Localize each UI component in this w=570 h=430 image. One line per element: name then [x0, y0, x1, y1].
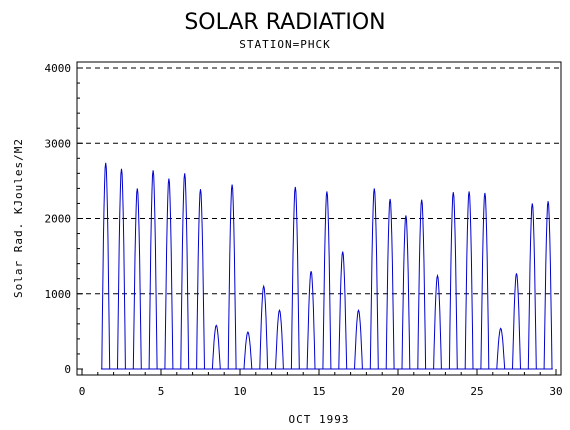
day-curve-7 — [196, 189, 205, 370]
x-tick-label: 0 — [79, 385, 86, 398]
day-curve-20 — [401, 215, 411, 370]
day-curve-29 — [543, 201, 553, 370]
x-axis: 0 5 10 15 20 25 30 — [79, 369, 563, 398]
day-curve-6 — [180, 173, 190, 370]
y-tick-label: 0 — [64, 363, 71, 376]
day-curve-12 — [275, 308, 284, 370]
x-tick-label: 30 — [549, 385, 562, 398]
day-curve-16 — [338, 251, 348, 370]
chart-title: SOLAR RADIATION — [184, 10, 385, 35]
day-curve-18 — [369, 188, 379, 370]
day-curve-13 — [290, 186, 300, 370]
y-tick-label: 2000 — [45, 213, 72, 226]
day-curve-24 — [464, 191, 474, 370]
day-curve-14 — [306, 271, 316, 370]
chart-subtitle: STATION=PHCK — [239, 38, 330, 51]
day-curve-23 — [448, 192, 458, 370]
series-lines — [100, 162, 553, 370]
y-axis: 0 1000 2000 3000 4000 — [45, 62, 83, 376]
horizontal-gridlines — [77, 67, 561, 295]
day-curve-11 — [259, 284, 269, 370]
x-tick-label: 15 — [312, 385, 325, 398]
day-curve-3 — [132, 188, 142, 370]
x-tick-label: 25 — [470, 385, 483, 398]
day-curve-15 — [322, 191, 332, 370]
y-axis-label: Solar Rad. KJoules/M2 — [12, 138, 25, 298]
day-curve-2 — [117, 168, 126, 370]
day-curve-26 — [496, 327, 506, 370]
y-tick-label: 4000 — [45, 62, 72, 75]
day-curve-9 — [227, 184, 237, 370]
day-curve-17 — [354, 308, 363, 370]
day-curve-28 — [527, 203, 537, 370]
day-curve-10 — [243, 331, 253, 370]
x-tick-label: 5 — [158, 385, 165, 398]
day-curve-1 — [101, 162, 111, 370]
day-curve-19 — [385, 198, 395, 370]
y-tick-label: 3000 — [45, 137, 72, 150]
y-tick-label: 1000 — [45, 288, 72, 301]
day-curve-5 — [164, 178, 174, 370]
day-curve-21 — [417, 199, 427, 370]
day-curve-27 — [512, 273, 521, 370]
day-curve-22 — [433, 273, 442, 370]
day-curve-4 — [148, 170, 158, 370]
day-curve-8 — [211, 324, 221, 370]
x-tick-label: 10 — [233, 385, 246, 398]
day-curve-25 — [480, 192, 490, 370]
x-axis-label: OCT 1993 — [289, 413, 350, 426]
x-tick-label: 20 — [391, 385, 404, 398]
